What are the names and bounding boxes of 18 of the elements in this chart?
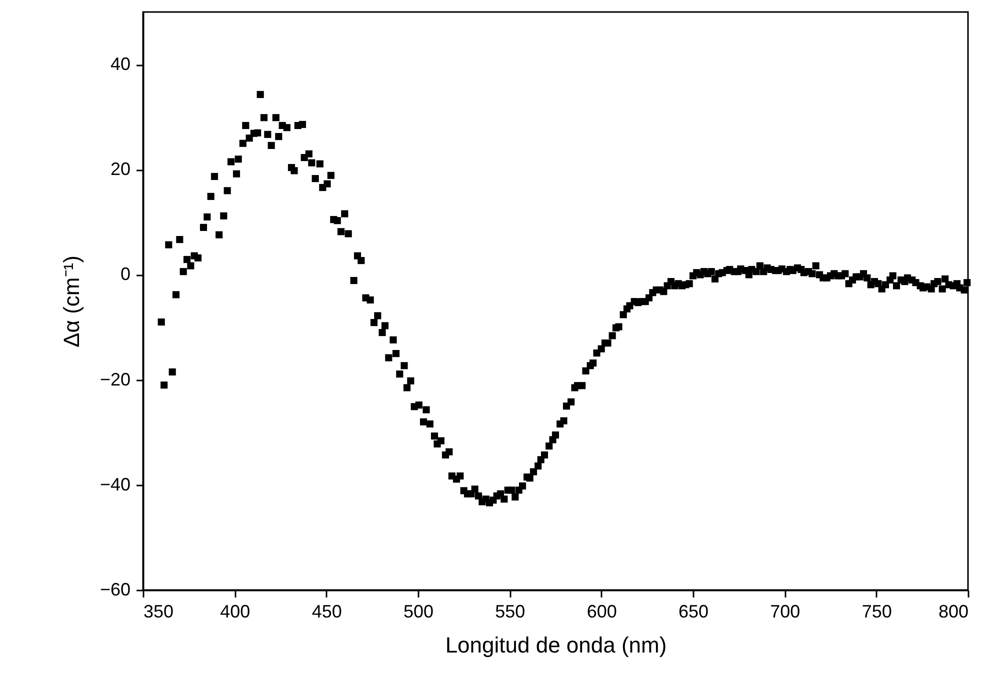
x-tick-label: 500 bbox=[403, 602, 434, 622]
x-tick-label: 600 bbox=[586, 602, 617, 622]
x-tick-label: 550 bbox=[495, 602, 526, 622]
x-tick-label: 750 bbox=[862, 602, 892, 622]
y-tick-label: 20 bbox=[110, 159, 130, 180]
x-tick-label: 700 bbox=[770, 602, 800, 622]
y-tick-label: −60 bbox=[100, 580, 130, 600]
x-tick-label: 800 bbox=[938, 602, 968, 622]
x-tick-label: 350 bbox=[144, 602, 174, 622]
y-tick-label: −40 bbox=[100, 474, 130, 494]
y-tick-label: −20 bbox=[100, 369, 130, 390]
y-tick-label: 0 bbox=[120, 264, 130, 284]
x-tick-label: 400 bbox=[220, 602, 250, 622]
y-axis-title: Δα (cm⁻¹) bbox=[58, 256, 84, 348]
y-tick-label: 40 bbox=[110, 54, 130, 74]
x-tick-label: 450 bbox=[312, 602, 342, 622]
x-axis-title: Longitud de onda (nm) bbox=[445, 632, 667, 658]
x-tick-label: 650 bbox=[678, 602, 709, 622]
